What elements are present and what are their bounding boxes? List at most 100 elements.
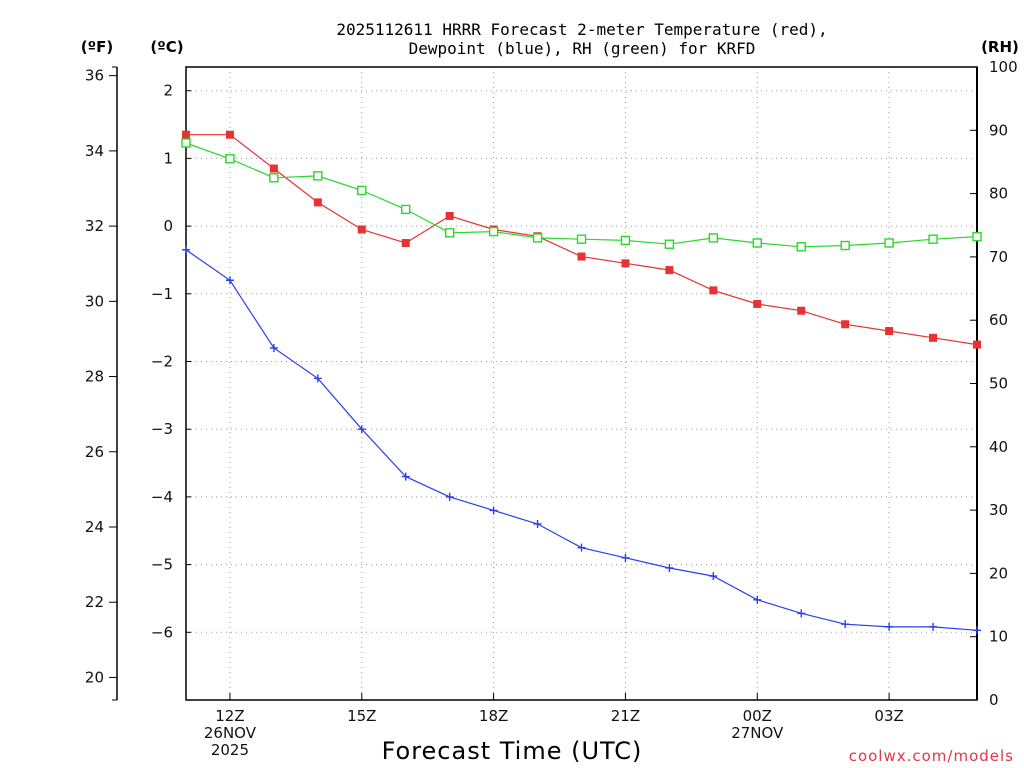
celsius-tick-label: −1	[151, 285, 173, 303]
source-credit: coolwx.com/models	[849, 747, 1014, 765]
temperature-point	[973, 340, 981, 349]
plot-frame	[185, 66, 978, 701]
time-tick-label: 12Z	[215, 707, 244, 725]
rh-point	[620, 235, 631, 246]
rh-point	[752, 238, 762, 248]
temperature-point	[577, 252, 586, 261]
dewpoint-point	[577, 543, 586, 552]
rh-tick-label: 20	[989, 564, 1008, 582]
temperature-point	[313, 198, 322, 207]
celsius-axis: 2 1 0 −1 −2 −3 −4 −5 −6	[151, 82, 191, 641]
dewpoint-point	[709, 572, 718, 581]
rh-point	[444, 228, 455, 238]
x-axis-title: Forecast Time (UTC)	[382, 737, 643, 765]
rh-point	[269, 173, 279, 183]
rh-tick-label: 80	[989, 185, 1008, 203]
rh-point	[532, 233, 543, 243]
fahrenheit-tick-label: 26	[85, 443, 104, 461]
temperature-point	[753, 299, 762, 308]
rh-point	[796, 242, 806, 252]
dewpoint-point	[445, 492, 454, 501]
temperature-point	[445, 211, 454, 220]
rh-tick-label: 90	[989, 121, 1008, 139]
fahrenheit-tick-label: 36	[85, 67, 104, 85]
rh-point	[840, 240, 850, 251]
rh-tick-label: 60	[989, 311, 1008, 329]
celsius-tick-label: 0	[163, 217, 173, 235]
rh-tick-label: 70	[989, 248, 1008, 266]
temperature-point	[885, 327, 894, 336]
time-tick-label: 18Z	[479, 707, 508, 725]
celsius-axis-label: (ºC)	[150, 38, 183, 56]
temperature-point	[401, 239, 410, 248]
dewpoint-point	[269, 343, 278, 352]
celsius-tick-label: −6	[151, 623, 173, 641]
time-tick-label: 2025	[211, 741, 249, 759]
series-temperature	[182, 130, 981, 349]
fahrenheit-tick-label: 28	[85, 368, 104, 386]
dewpoint-point	[929, 622, 938, 631]
temperature-point	[841, 320, 850, 329]
time-tick-label: 21Z	[611, 707, 640, 725]
rh-point	[401, 204, 411, 215]
rh-point	[357, 185, 367, 196]
dewpoint-point	[797, 609, 806, 618]
temperature-point	[709, 286, 718, 295]
fahrenheit-tick-label: 34	[85, 142, 104, 160]
time-tick-label: 15Z	[347, 707, 376, 725]
fahrenheit-axis: 36 34 32 30 28 26 24 22 20	[85, 66, 117, 701]
dewpoint-line	[185, 249, 978, 631]
dewpoint-point	[973, 626, 981, 635]
temperature-point	[665, 266, 674, 275]
celsius-tick-label: −5	[151, 556, 173, 574]
rh-point	[313, 171, 323, 181]
dewpoint-point	[313, 374, 322, 383]
fahrenheit-tick-label: 32	[85, 217, 104, 235]
fahrenheit-tick-label: 22	[85, 593, 104, 611]
rh-point	[225, 154, 235, 164]
time-tick-label: 26NOV	[204, 724, 257, 742]
fahrenheit-tick-label: 20	[85, 668, 104, 686]
temperature-point	[357, 225, 366, 234]
dewpoint-point	[753, 595, 762, 604]
dewpoint-point	[401, 472, 410, 481]
dewpoint-point	[621, 553, 630, 562]
temperature-point	[929, 333, 938, 342]
celsius-tick-label: −4	[151, 488, 173, 506]
time-tick-label: 00Z	[743, 707, 772, 725]
celsius-tick-label: −3	[151, 420, 173, 438]
rh-point	[576, 234, 587, 244]
chart-title-line-1: 2025112611 HRRR Forecast 2-meter Tempera…	[336, 20, 827, 39]
dewpoint-point	[357, 425, 366, 434]
rh-point	[181, 138, 191, 148]
dewpoint-point	[885, 622, 894, 631]
dewpoint-point	[489, 506, 498, 515]
temperature-point	[269, 164, 278, 173]
grid	[186, 67, 977, 700]
rh-tick-label: 40	[989, 438, 1008, 456]
rh-axis-label: (RH)	[981, 38, 1019, 56]
temperature-point	[797, 306, 806, 315]
temperature-point	[182, 130, 190, 139]
dewpoint-point	[841, 620, 850, 629]
time-tick-label: 03Z	[874, 707, 903, 725]
celsius-tick-label: −2	[151, 352, 173, 370]
series-dewpoint	[182, 245, 981, 635]
chart-title-line-2: Dewpoint (blue), RH (green) for KRFD	[409, 39, 756, 58]
rh-point	[488, 226, 499, 237]
celsius-tick-label: 2	[163, 82, 173, 100]
rh-tick-label: 100	[989, 58, 1018, 76]
rh-point	[664, 239, 675, 249]
series-layer	[181, 130, 982, 635]
rh-point	[972, 231, 982, 242]
rh-point	[928, 234, 938, 244]
dewpoint-point	[225, 276, 234, 285]
temperature-point	[225, 130, 234, 139]
rh-tick-label: 50	[989, 375, 1008, 393]
temperature-point	[621, 259, 630, 268]
fahrenheit-tick-label: 24	[85, 518, 104, 536]
rh-tick-label: 10	[989, 628, 1008, 646]
fahrenheit-tick-label: 30	[85, 292, 104, 310]
